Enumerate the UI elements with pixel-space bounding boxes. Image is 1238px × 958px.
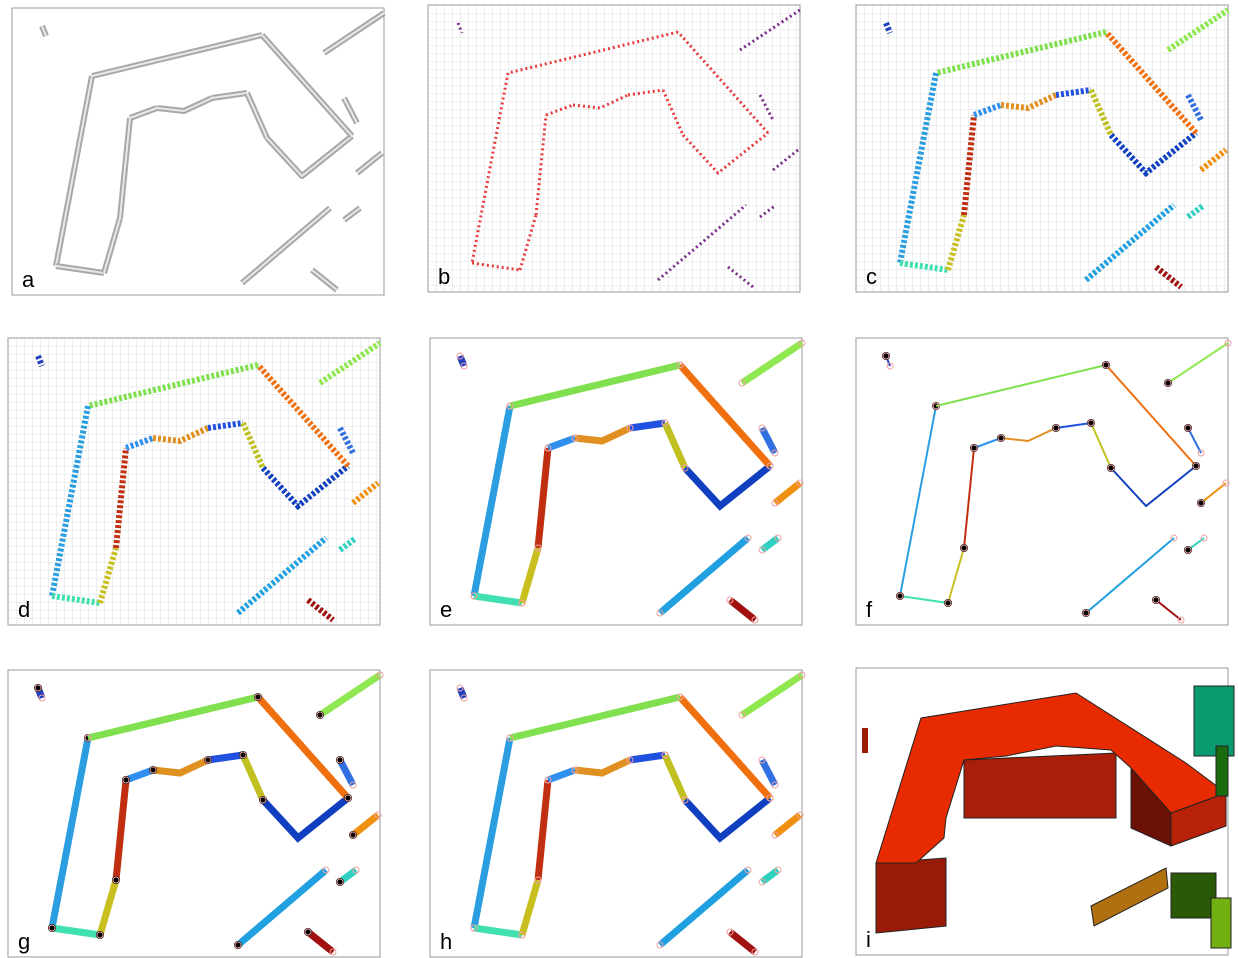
panel: b bbox=[428, 5, 800, 292]
panel: a bbox=[12, 8, 384, 295]
panel: i bbox=[856, 668, 1234, 955]
panel-label: f bbox=[866, 597, 873, 622]
panel-label: d bbox=[18, 597, 30, 622]
panel: h bbox=[430, 670, 805, 957]
panel-label: c bbox=[866, 264, 877, 289]
block-side bbox=[964, 753, 1116, 818]
block-other bbox=[1171, 873, 1216, 918]
fitted-segment bbox=[208, 755, 243, 760]
panel: e bbox=[430, 338, 805, 625]
block-side bbox=[876, 858, 946, 933]
panel-label: b bbox=[438, 264, 450, 289]
panel-label: a bbox=[22, 267, 35, 292]
panel: g bbox=[8, 670, 383, 957]
block-other bbox=[1216, 746, 1228, 796]
panel: c bbox=[856, 5, 1228, 292]
block-other bbox=[862, 728, 868, 753]
fitted-segment bbox=[630, 755, 665, 760]
panel: d bbox=[8, 338, 380, 625]
panel-label: e bbox=[440, 597, 452, 622]
block-other bbox=[1211, 898, 1231, 948]
panel-label: i bbox=[866, 927, 871, 952]
figure: a b c d e f g h i bbox=[0, 0, 1238, 958]
panel-label: h bbox=[440, 929, 452, 954]
panel-label: g bbox=[18, 929, 30, 954]
panel: f bbox=[856, 338, 1231, 625]
fitted-segment bbox=[630, 423, 665, 428]
